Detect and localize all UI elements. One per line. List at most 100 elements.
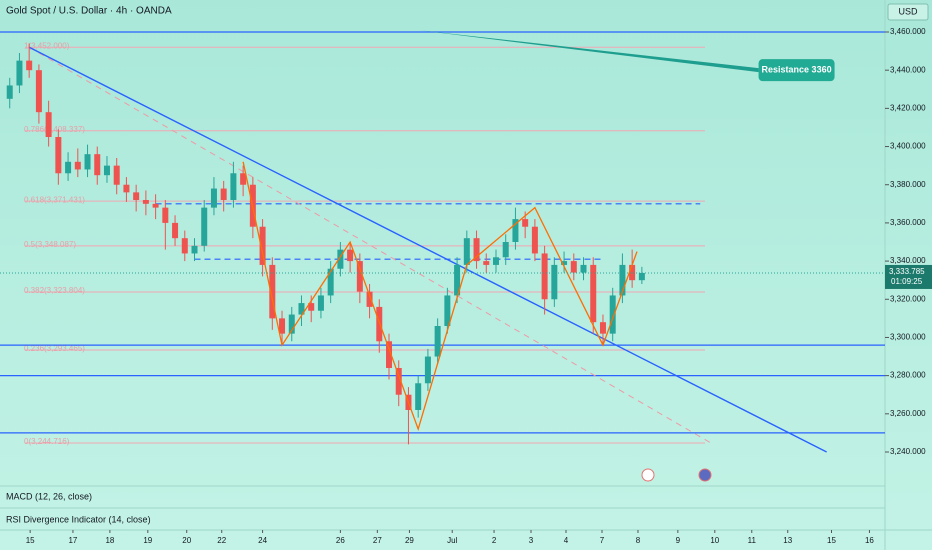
fib-label: 0.618(3,371.431) xyxy=(24,195,85,204)
countdown: 01:09:25 xyxy=(891,277,923,286)
y-tick-label: 3,360.000 xyxy=(890,218,926,227)
candle-body xyxy=(327,268,334,296)
x-tick-label: 22 xyxy=(217,536,226,545)
candle-body xyxy=(541,253,548,300)
candle-body xyxy=(454,264,461,296)
candle-body xyxy=(551,264,558,300)
x-tick-label: 11 xyxy=(748,536,757,545)
candle-body xyxy=(35,70,42,113)
x-tick-label: 7 xyxy=(600,536,605,545)
x-tick-label: 27 xyxy=(373,536,382,545)
candle-body xyxy=(26,60,33,71)
candle-body xyxy=(434,326,441,357)
candle-body xyxy=(94,154,101,176)
candle-body xyxy=(444,295,451,326)
candle-body xyxy=(609,295,616,334)
fib-label: 0(3,244.716) xyxy=(24,437,70,446)
event-icon[interactable] xyxy=(641,468,655,482)
x-tick-label: 29 xyxy=(405,536,414,545)
y-tick-label: 3,340.000 xyxy=(890,256,926,265)
x-tick-label: 9 xyxy=(676,536,681,545)
y-tick-label: 3,420.000 xyxy=(890,103,926,112)
candle-body xyxy=(337,249,344,269)
candle-body xyxy=(259,226,266,265)
y-tick-label: 3,300.000 xyxy=(890,333,926,342)
candle-body xyxy=(16,60,23,86)
candle-body xyxy=(279,318,286,334)
candle-body xyxy=(512,219,519,242)
x-tick-label: 20 xyxy=(182,536,191,545)
x-tick-label: 16 xyxy=(865,536,874,545)
indicator-label: MACD (12, 26, close) xyxy=(6,491,92,501)
candle-body xyxy=(162,207,169,223)
candle-body xyxy=(415,383,422,410)
candle-body xyxy=(619,264,626,296)
candle-body xyxy=(113,165,120,185)
y-tick-label: 3,460.000 xyxy=(890,27,926,36)
candle-body xyxy=(366,291,373,307)
y-tick-label: 3,400.000 xyxy=(890,142,926,151)
candle-body xyxy=(210,188,217,208)
candle-body xyxy=(531,226,538,254)
candle-body xyxy=(123,184,130,193)
x-tick-label: 17 xyxy=(68,536,77,545)
candle-body xyxy=(152,203,159,208)
candle-body xyxy=(201,207,208,246)
y-tick-label: 3,240.000 xyxy=(890,447,926,456)
currency-button[interactable] xyxy=(887,3,929,21)
candle-body xyxy=(84,154,91,170)
y-tick-label: 3,320.000 xyxy=(890,294,926,303)
candle-body xyxy=(298,303,305,315)
candle-body xyxy=(55,137,62,174)
annotation: Resistance 3360 xyxy=(762,65,832,75)
candle-body xyxy=(103,165,110,176)
candle-body xyxy=(599,322,606,334)
y-tick-label: 3,440.000 xyxy=(890,65,926,74)
price-box xyxy=(885,264,932,289)
annotation-box xyxy=(758,59,835,82)
candle-body xyxy=(65,161,72,174)
candle-body xyxy=(483,261,490,265)
fib-label: 0.5(3,348.087) xyxy=(24,240,76,249)
candle-body xyxy=(473,238,480,262)
fib-label: 0.382(3,323.804) xyxy=(24,286,85,295)
candle-body xyxy=(6,85,13,99)
candle-body xyxy=(395,368,402,395)
chart-title: Gold Spot / U.S. Dollar · 4h · OANDA xyxy=(6,6,172,17)
candle-body xyxy=(570,261,577,273)
candle-body xyxy=(45,112,52,137)
fib-label: 0.786(3,408.337) xyxy=(24,125,85,134)
x-tick-label: 18 xyxy=(105,536,114,545)
candle-body xyxy=(142,200,149,204)
price-label: 3,333.785 xyxy=(889,267,925,276)
x-tick-label: 2 xyxy=(492,536,497,545)
candle-body xyxy=(492,257,499,265)
candle-body xyxy=(317,295,324,311)
candle-body xyxy=(424,356,431,384)
candle-body xyxy=(561,261,568,265)
x-tick-label: 26 xyxy=(336,536,345,545)
candle-body xyxy=(308,303,315,311)
indicator-label: RSI Divergence Indicator (14, close) xyxy=(6,514,151,524)
candle-body xyxy=(522,219,529,227)
candle-body xyxy=(386,341,393,368)
x-tick-label: 8 xyxy=(636,536,641,545)
candle-body xyxy=(74,161,81,170)
x-tick-label: 19 xyxy=(143,536,152,545)
x-tick-label: 4 xyxy=(564,536,569,545)
fib-label: 1(3,452.000) xyxy=(24,41,70,50)
candle-body xyxy=(220,188,227,200)
candle-body xyxy=(638,272,645,281)
candle-body xyxy=(376,306,383,342)
y-tick-label: 3,280.000 xyxy=(890,371,926,380)
candle-body xyxy=(133,192,140,200)
candle-body xyxy=(356,261,363,292)
trendline xyxy=(28,46,827,453)
candle-body xyxy=(347,249,354,262)
flag-icon[interactable] xyxy=(698,468,712,482)
candle-body xyxy=(629,264,636,281)
candle-body xyxy=(463,238,470,265)
y-tick-label: 3,260.000 xyxy=(890,409,926,418)
